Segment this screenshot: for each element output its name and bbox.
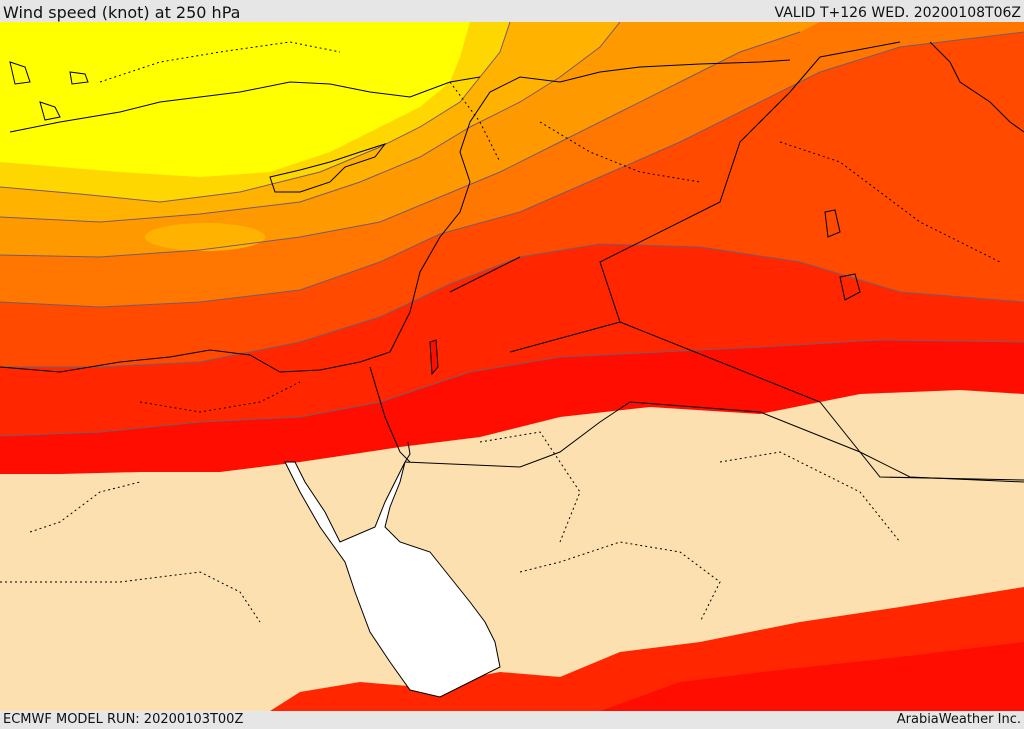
band-core-small: [145, 223, 265, 251]
band-south-jet-inner: [600, 642, 1024, 711]
contour-3: [0, 31, 1024, 308]
credit-label: ArabiaWeather Inc.: [896, 712, 1021, 727]
international-borders: [369, 41, 1024, 483]
red-sea-water: [284, 461, 501, 698]
band-yellow: [0, 22, 470, 177]
lake-iraq: [839, 273, 861, 301]
coastline-mediterranean: [0, 59, 791, 373]
contour-5: [0, 22, 621, 223]
contour-4: [0, 31, 801, 258]
coastline-northeast: [929, 41, 1024, 133]
lake-iraq-2: [824, 209, 841, 238]
model-run-label: ECMWF MODEL RUN: 20200103T00Z: [3, 712, 244, 727]
island-cyprus: [269, 143, 387, 193]
contour-1: [0, 339, 1024, 437]
aegean-islands: [9, 61, 89, 121]
valid-time-label: VALID T+126 WED. 20200108T06Z: [774, 5, 1021, 21]
contour-lines: [0, 22, 1024, 437]
contour-2: [0, 243, 1024, 368]
contour-6: [0, 22, 511, 203]
coastline-turkey: [9, 76, 481, 133]
map-svg: [0, 22, 1024, 711]
internal-borders: [0, 41, 1001, 623]
map-title: Wind speed (knot) at 250 hPa: [3, 3, 241, 22]
wind-speed-map: [0, 22, 1024, 711]
top-bar: Wind speed (knot) at 250 hPa VALID T+126…: [0, 0, 1024, 22]
bottom-bar: ECMWF MODEL RUN: 20200103T00Z ArabiaWeat…: [0, 711, 1024, 729]
dead-sea: [429, 339, 439, 376]
